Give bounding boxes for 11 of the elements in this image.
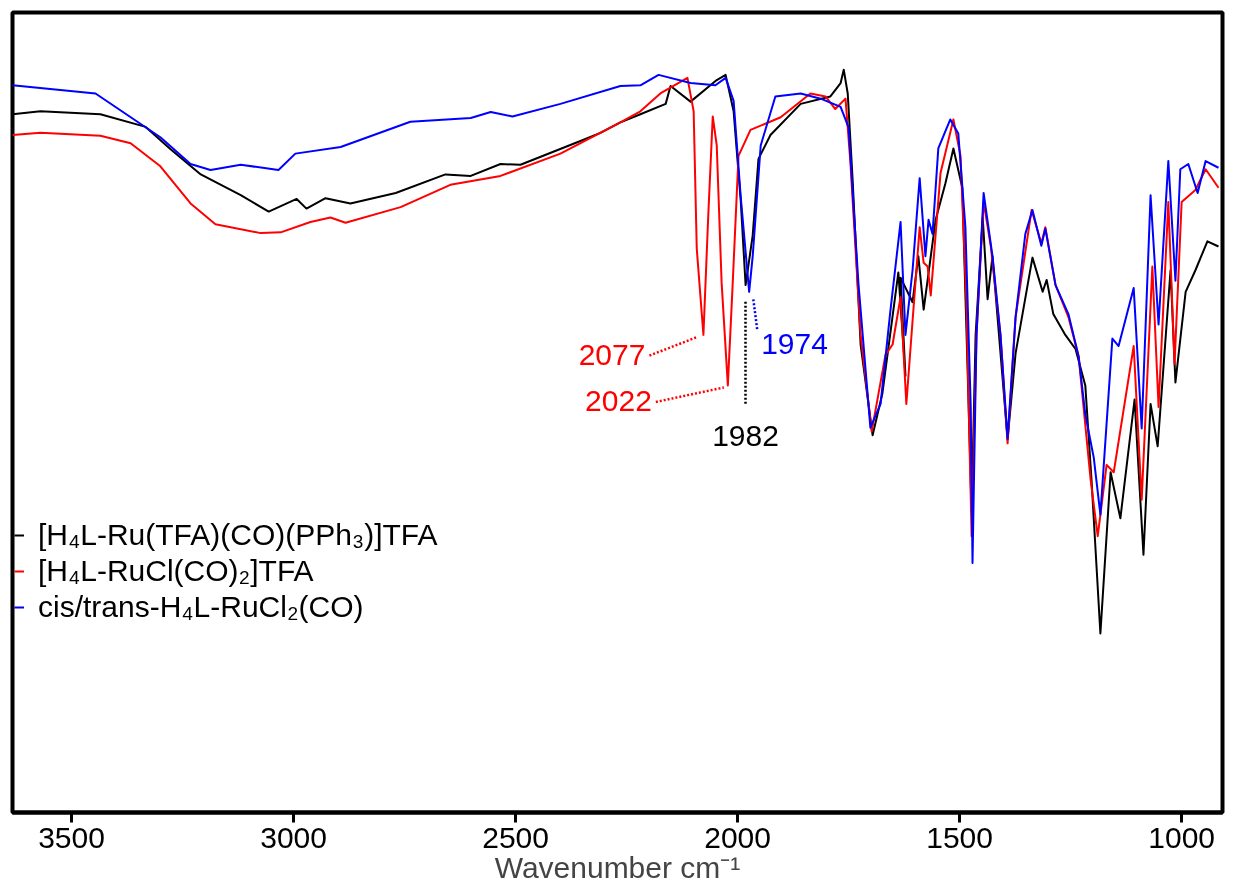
annotation: 2022 — [585, 384, 652, 418]
x-tick-label: 3500 — [38, 820, 105, 854]
annotation: 1982 — [712, 418, 779, 452]
legend-label: cis/trans-H₄L-RuCl₂(CO) — [38, 590, 364, 624]
x-tick-label: 3000 — [260, 820, 327, 854]
annotation: 1974 — [761, 326, 828, 360]
x-tick-label: 1500 — [926, 820, 994, 854]
x-tick-label: 1000 — [1148, 820, 1216, 854]
legend-label: [H₄L-Ru(TFA)(CO)(PPh₃)]TFA — [38, 518, 438, 552]
legend-label: [H₄L-RuCl(CO)₂]TFA — [38, 554, 314, 588]
annotation: 2077 — [578, 337, 646, 371]
